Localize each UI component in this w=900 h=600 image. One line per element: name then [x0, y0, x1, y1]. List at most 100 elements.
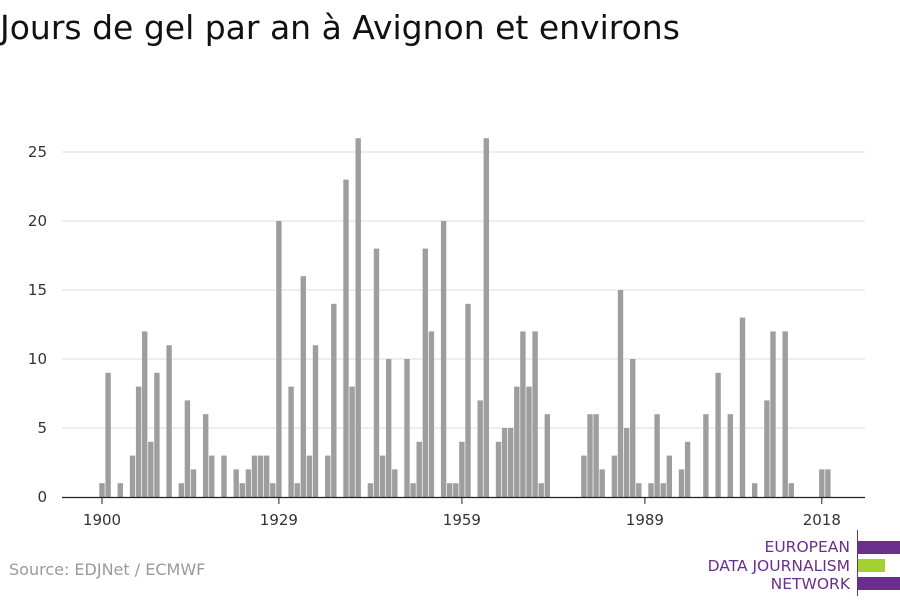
bar-1906	[135, 386, 142, 497]
bar-1929	[276, 221, 282, 497]
bar-1918	[209, 455, 215, 497]
bar-1954	[428, 331, 435, 497]
bar-1903	[117, 483, 123, 497]
bar-1901	[105, 372, 111, 497]
bar-1944	[367, 483, 374, 497]
bar-2019	[825, 469, 831, 497]
bar-1900	[99, 483, 105, 497]
bar-1915	[190, 469, 197, 497]
bar-1985	[617, 290, 624, 497]
bar-2013	[788, 483, 794, 497]
logo-bar-purple-top	[858, 541, 900, 554]
y-tick-label: 10	[28, 350, 47, 368]
bar-1913	[178, 483, 184, 497]
bar-1925	[251, 455, 258, 497]
logo-text: EUROPEAN DATA JOURNALISM NETWORK	[708, 538, 850, 594]
bar-1941	[349, 386, 355, 497]
bar-1995	[678, 469, 685, 497]
bar-1948	[392, 469, 398, 497]
bar-1905	[129, 455, 136, 497]
bar-1927	[264, 455, 270, 497]
bar-1960	[465, 303, 471, 497]
bar-1969	[520, 331, 526, 497]
bar-1935	[312, 345, 319, 497]
bar-1950	[404, 359, 410, 497]
bar-1945	[373, 248, 380, 497]
bar-1937	[325, 455, 331, 497]
bar-2007	[752, 483, 758, 497]
bar-1917	[203, 414, 209, 497]
bar-1933	[300, 276, 306, 497]
bar-1990	[648, 483, 654, 497]
y-tick-label: 0	[37, 488, 47, 506]
bar-1952	[416, 441, 422, 497]
logo-line-2: DATA JOURNALISM	[707, 556, 850, 575]
x-axis: 1900 1929 1959 1989 2018	[62, 496, 865, 529]
bar-1911	[166, 345, 172, 497]
bar-1922	[233, 469, 239, 497]
logo-line-3: NETWORK	[770, 575, 850, 593]
bar-1971	[532, 331, 538, 497]
bar-1970	[526, 386, 532, 497]
bar-1980	[587, 414, 593, 497]
bar-1987	[630, 359, 636, 497]
bar-2001	[715, 372, 721, 497]
bar-1958	[453, 483, 459, 497]
bar-1907	[142, 331, 148, 497]
bar-1984	[611, 455, 618, 497]
bar-1946	[379, 455, 386, 497]
bar-1932	[294, 483, 300, 497]
y-tick-label: 15	[28, 281, 47, 299]
bar-1914	[184, 400, 191, 497]
bar-1940	[343, 179, 349, 497]
y-tick-label: 5	[37, 419, 47, 437]
bar-1972	[538, 483, 544, 497]
bar-1962	[477, 400, 483, 497]
bar-1931	[288, 386, 294, 497]
x-tick-label: 1900	[83, 511, 121, 529]
x-tick-label: 1929	[260, 511, 298, 529]
bar-1957	[447, 483, 453, 497]
bar-1992	[660, 483, 666, 497]
bar-1956	[440, 221, 447, 497]
bar-1988	[636, 483, 642, 497]
y-tick-label: 25	[28, 143, 47, 161]
bar-1934	[306, 455, 313, 497]
bar-1981	[593, 414, 599, 497]
bar-2009	[764, 400, 770, 497]
bar-1967	[508, 428, 514, 497]
x-tick-label: 1959	[443, 511, 481, 529]
source-note: Source: EDJNet / ECMWF	[9, 560, 206, 579]
bar-1959	[459, 441, 465, 497]
edjnet-logo: EUROPEAN DATA JOURNALISM NETWORK	[700, 530, 900, 596]
bar-1923	[239, 483, 245, 497]
bar-1963	[483, 138, 489, 497]
bar-1942	[355, 138, 361, 497]
bar-1973	[544, 414, 550, 497]
bar-1965	[495, 441, 502, 497]
bar-2005	[739, 317, 746, 497]
logo-bar-purple-bottom	[858, 577, 900, 590]
bar-1926	[257, 455, 264, 497]
y-axis-ticks: 0 5 10 15 20 25	[28, 143, 47, 506]
x-tick-label: 2018	[803, 511, 841, 529]
bar-1991	[654, 414, 660, 497]
bar-1920	[221, 455, 227, 497]
bar-1938	[331, 303, 337, 497]
bar-1928	[270, 483, 276, 497]
bar-1908	[148, 441, 154, 497]
bar-1999	[703, 414, 709, 497]
bar-1979	[581, 455, 587, 497]
bars	[99, 138, 831, 497]
bar-1924	[245, 469, 252, 497]
bar-2010	[770, 331, 776, 497]
bar-1993	[666, 455, 672, 497]
bar-1982	[599, 469, 605, 497]
bar-1986	[623, 428, 630, 497]
x-tick-label: 1989	[626, 511, 664, 529]
bar-1909	[154, 372, 160, 497]
bar-1968	[514, 386, 520, 497]
chart-title: Jours de gel par an à Avignon et environ…	[0, 8, 680, 47]
logo-line-1: EUROPEAN	[764, 538, 850, 556]
